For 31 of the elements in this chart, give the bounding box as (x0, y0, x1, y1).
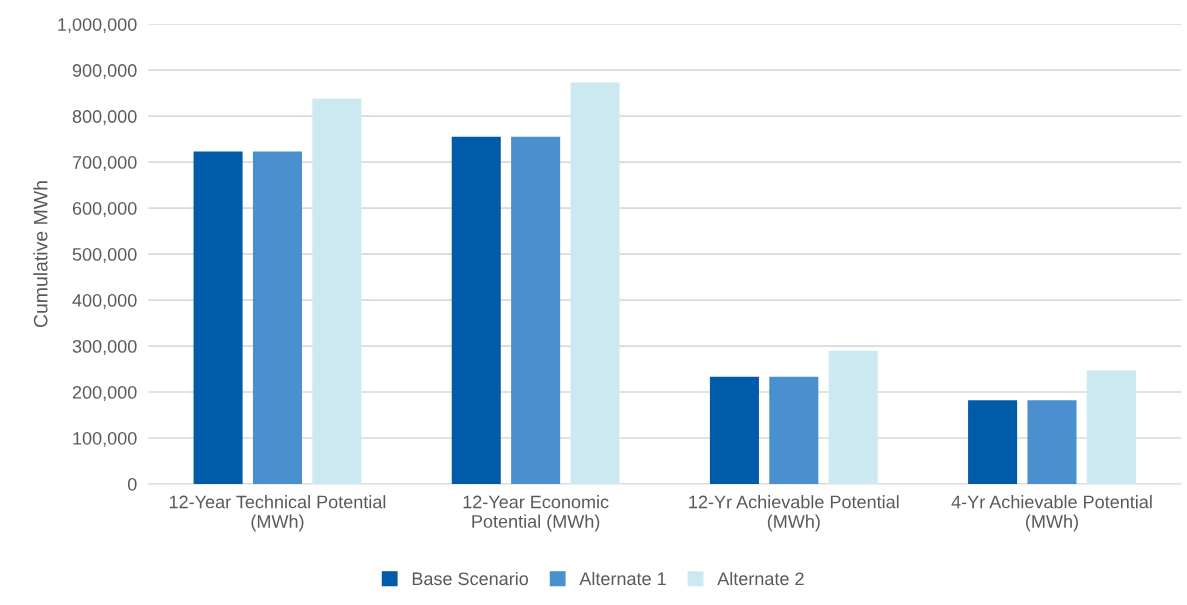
x-tick-label: 12-Year Economic Potential (MWh) (463, 495, 609, 532)
y-tick-label: 700,000 (72, 156, 137, 171)
bar (570, 82, 620, 484)
bar (252, 151, 302, 484)
y-tick-label: 1,000,000 (58, 18, 137, 34)
x-tick-label: 12-Yr Achievable Potential (MWh) (689, 495, 899, 532)
bar (769, 376, 819, 484)
y-tick-label: 800,000 (72, 110, 137, 126)
bar (1027, 400, 1077, 484)
bar (511, 136, 561, 484)
legend-label: Alternate 2 (717, 571, 804, 586)
y-tick-label: 100,000 (73, 431, 137, 447)
bar (312, 98, 362, 484)
y-tick-label: 0 (127, 477, 137, 491)
y-tick-label: 400,000 (72, 294, 137, 309)
y-tick-label: 300,000 (72, 339, 137, 355)
legend-label: Base Scenario (412, 571, 529, 586)
bar (709, 376, 759, 484)
x-tick-label: 4-Yr Achievable Potential (MWh) (951, 495, 1152, 532)
bar (193, 151, 243, 484)
x-tick-label: 12-Year Technical Potential (MWh) (169, 495, 386, 532)
y-tick-label: 900,000 (72, 64, 137, 80)
y-tick-label: 200,000 (72, 385, 137, 401)
bar (828, 350, 878, 484)
legend-label: Alternate 1 (579, 571, 666, 586)
bar (1086, 370, 1136, 484)
bar (451, 136, 501, 484)
y-tick-label: 600,000 (72, 202, 137, 217)
y-axis-title: Cumulative MWh (33, 181, 48, 328)
y-tick-label: 500,000 (72, 248, 137, 263)
bar (968, 400, 1018, 484)
